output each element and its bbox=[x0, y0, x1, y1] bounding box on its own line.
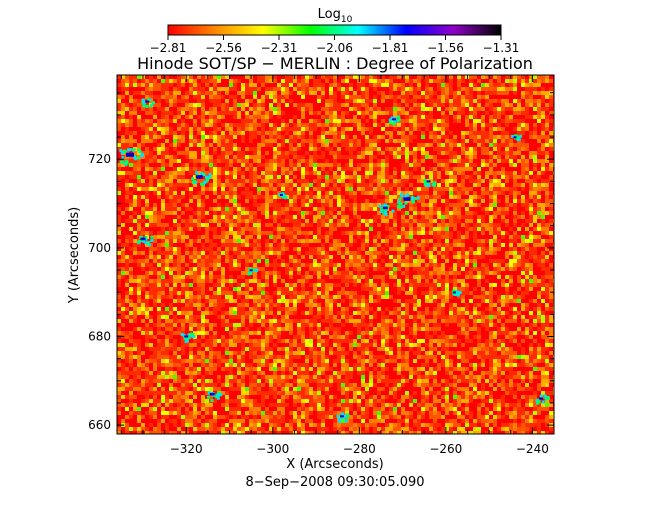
x-axis: −320 −300 −280 −260 −240 bbox=[120, 75, 555, 456]
y-axis: 660 680 700 720 bbox=[88, 92, 554, 432]
x-tick-label: −320 bbox=[170, 442, 203, 456]
polarization-map bbox=[117, 75, 554, 434]
colorbar-label-base: Log bbox=[318, 7, 341, 22]
y-tick-label: 680 bbox=[88, 329, 111, 343]
plot-frame bbox=[116, 74, 555, 435]
x-tick-label: −280 bbox=[343, 442, 376, 456]
colorbar-tick-label: −2.56 bbox=[205, 41, 242, 55]
plot-title: Hinode SOT/SP − MERLIN : Degree of Polar… bbox=[137, 54, 533, 73]
colorbar-tick-label: −2.06 bbox=[316, 41, 353, 55]
x-axis-label: X (Arcseconds) bbox=[286, 457, 383, 472]
x-tick-label: −300 bbox=[256, 442, 289, 456]
x-tick-label: −260 bbox=[429, 442, 462, 456]
colorbar-tick-label: −1.56 bbox=[427, 41, 464, 55]
y-tick-label: 720 bbox=[88, 152, 111, 166]
y-axis-label: Y (Arcseconds) bbox=[67, 207, 82, 304]
colorbar-gradient bbox=[167, 24, 502, 36]
colorbar-ticks: −2.81 −2.56 −2.31 −2.06 −1.81 −1.56 −1.31 bbox=[150, 35, 520, 55]
y-tick-label: 660 bbox=[88, 418, 111, 432]
y-tick-label: 700 bbox=[88, 241, 111, 255]
colorbar: Log10 −2.81 −2.56 −2.31 −2.06 −1.81 −1.56 −1.3… bbox=[150, 7, 520, 55]
colorbar-tick-label: −1.31 bbox=[483, 41, 520, 55]
colorbar-tick-label: −2.81 bbox=[150, 41, 187, 55]
colorbar-tick-label: −2.31 bbox=[261, 41, 298, 55]
colorbar-label-subscript: 10 bbox=[341, 15, 353, 25]
observation-timestamp: 8−Sep−2008 09:30:05.090 bbox=[245, 475, 424, 490]
colorbar-label: Log10 bbox=[318, 7, 353, 25]
colorbar-tick-label: −1.81 bbox=[372, 41, 409, 55]
x-tick-label: −240 bbox=[516, 442, 549, 456]
